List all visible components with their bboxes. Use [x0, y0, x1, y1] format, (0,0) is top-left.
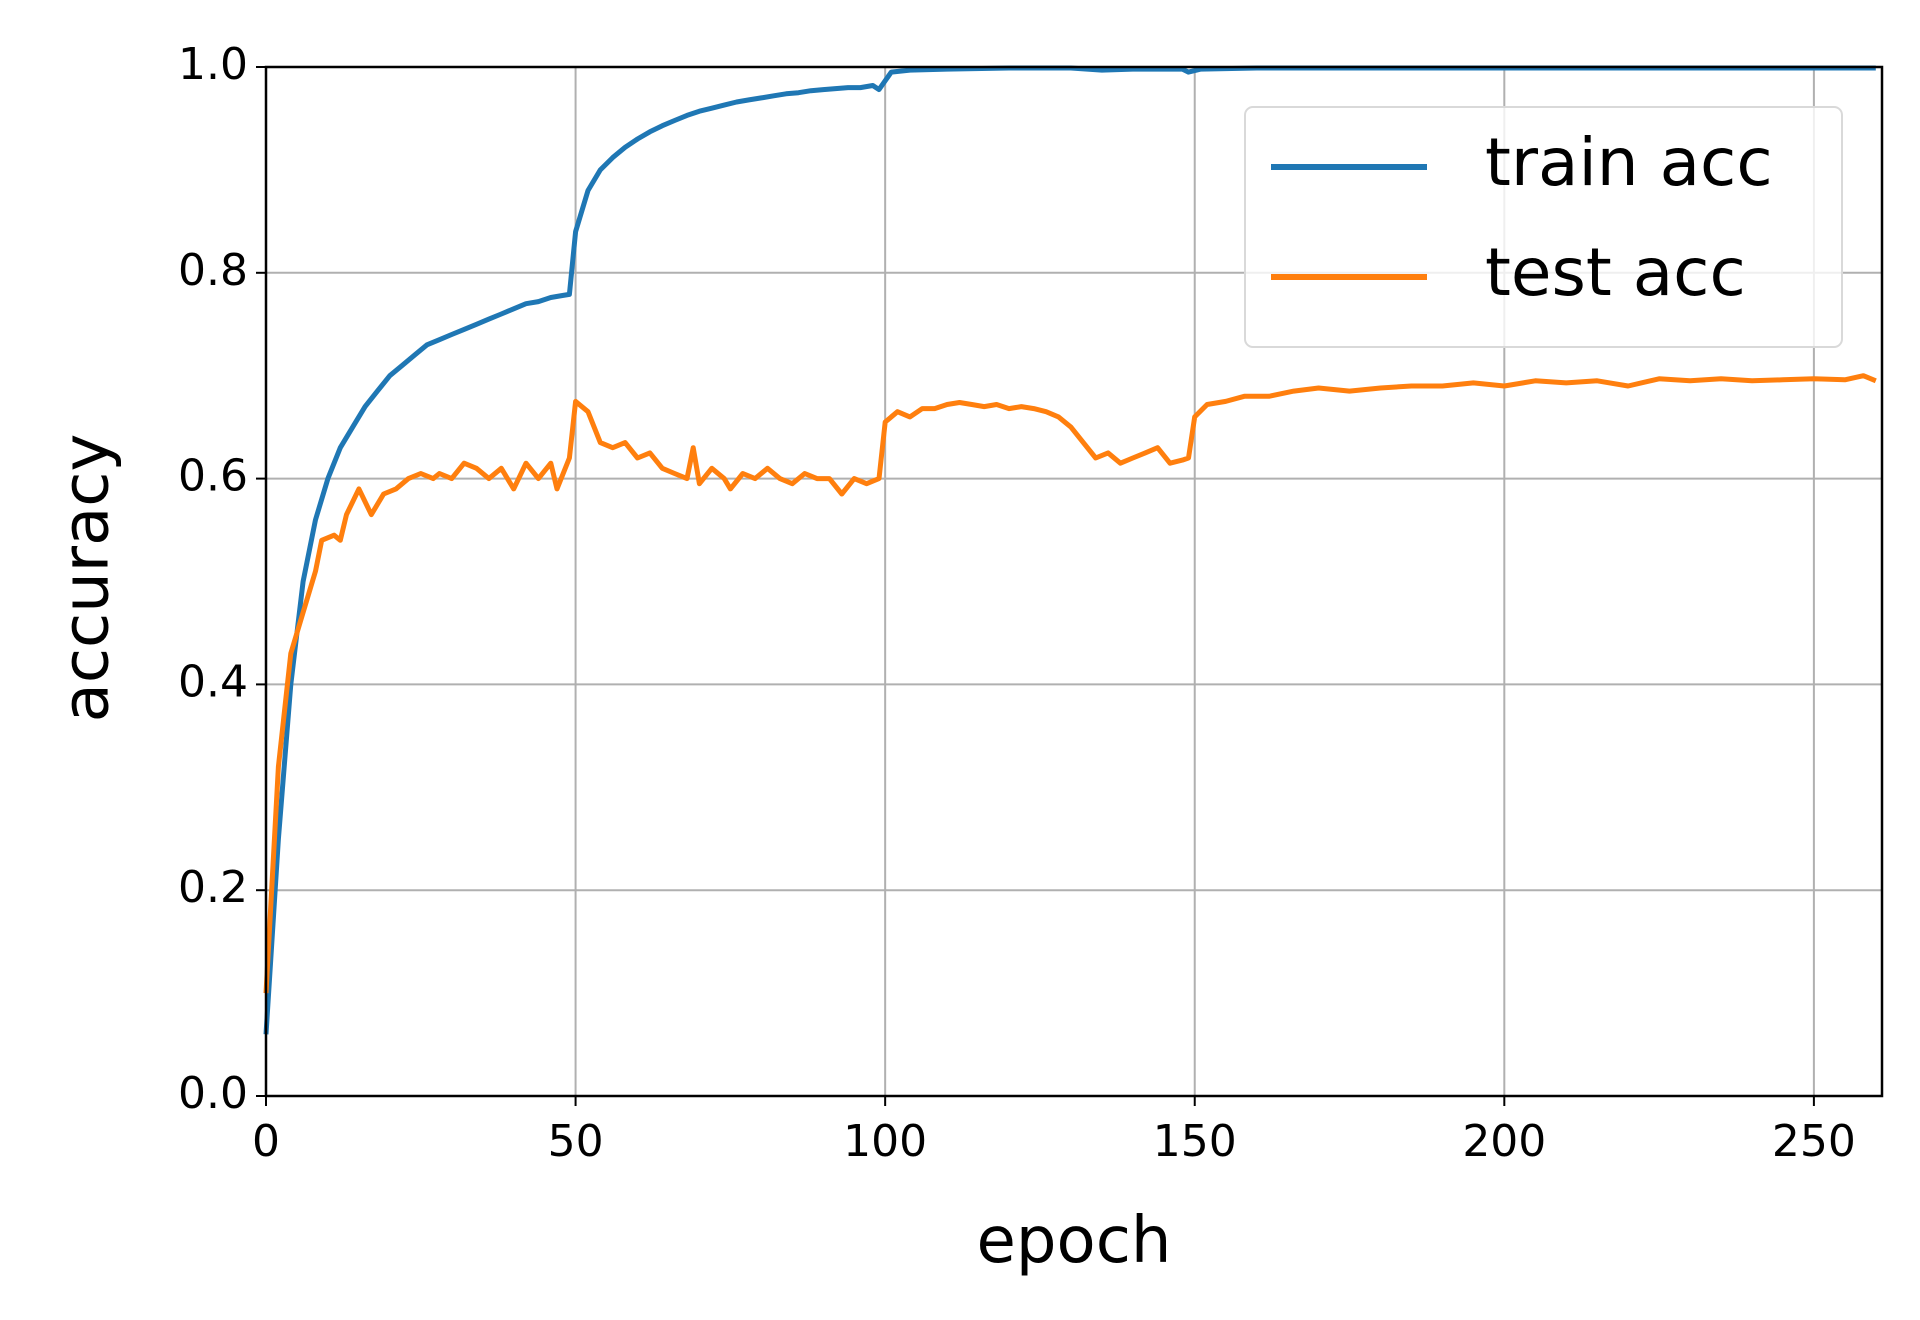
legend: train acc test acc	[1244, 106, 1843, 348]
x-axis-label: epoch	[977, 1204, 1172, 1278]
x-tick-label: 0	[252, 1116, 280, 1167]
y-tick-label: 0.0	[178, 1068, 248, 1119]
x-tick-label: 50	[548, 1116, 604, 1167]
legend-label: train acc	[1485, 124, 1773, 201]
axes: 0 50 100 150 200 250 0.0 0.2 0.4 0.6 0.8 1.0	[178, 39, 1884, 1167]
y-tick-label: 0.4	[178, 656, 248, 707]
y-tick-label: 1.0	[178, 39, 248, 90]
legend-label: test acc	[1485, 234, 1746, 311]
y-axis-label: accuracy	[50, 434, 124, 723]
y-tick-label: 0.6	[178, 451, 248, 502]
x-tick-label: 150	[1153, 1116, 1237, 1167]
series-line	[263, 373, 1877, 994]
x-tick-label: 100	[843, 1116, 927, 1167]
x-tick-label: 200	[1462, 1116, 1546, 1167]
y-tick-label: 0.2	[178, 862, 248, 913]
x-tick-label: 250	[1772, 1116, 1856, 1167]
y-tick-label: 0.8	[178, 245, 248, 296]
plot-frame	[264, 65, 1884, 1098]
